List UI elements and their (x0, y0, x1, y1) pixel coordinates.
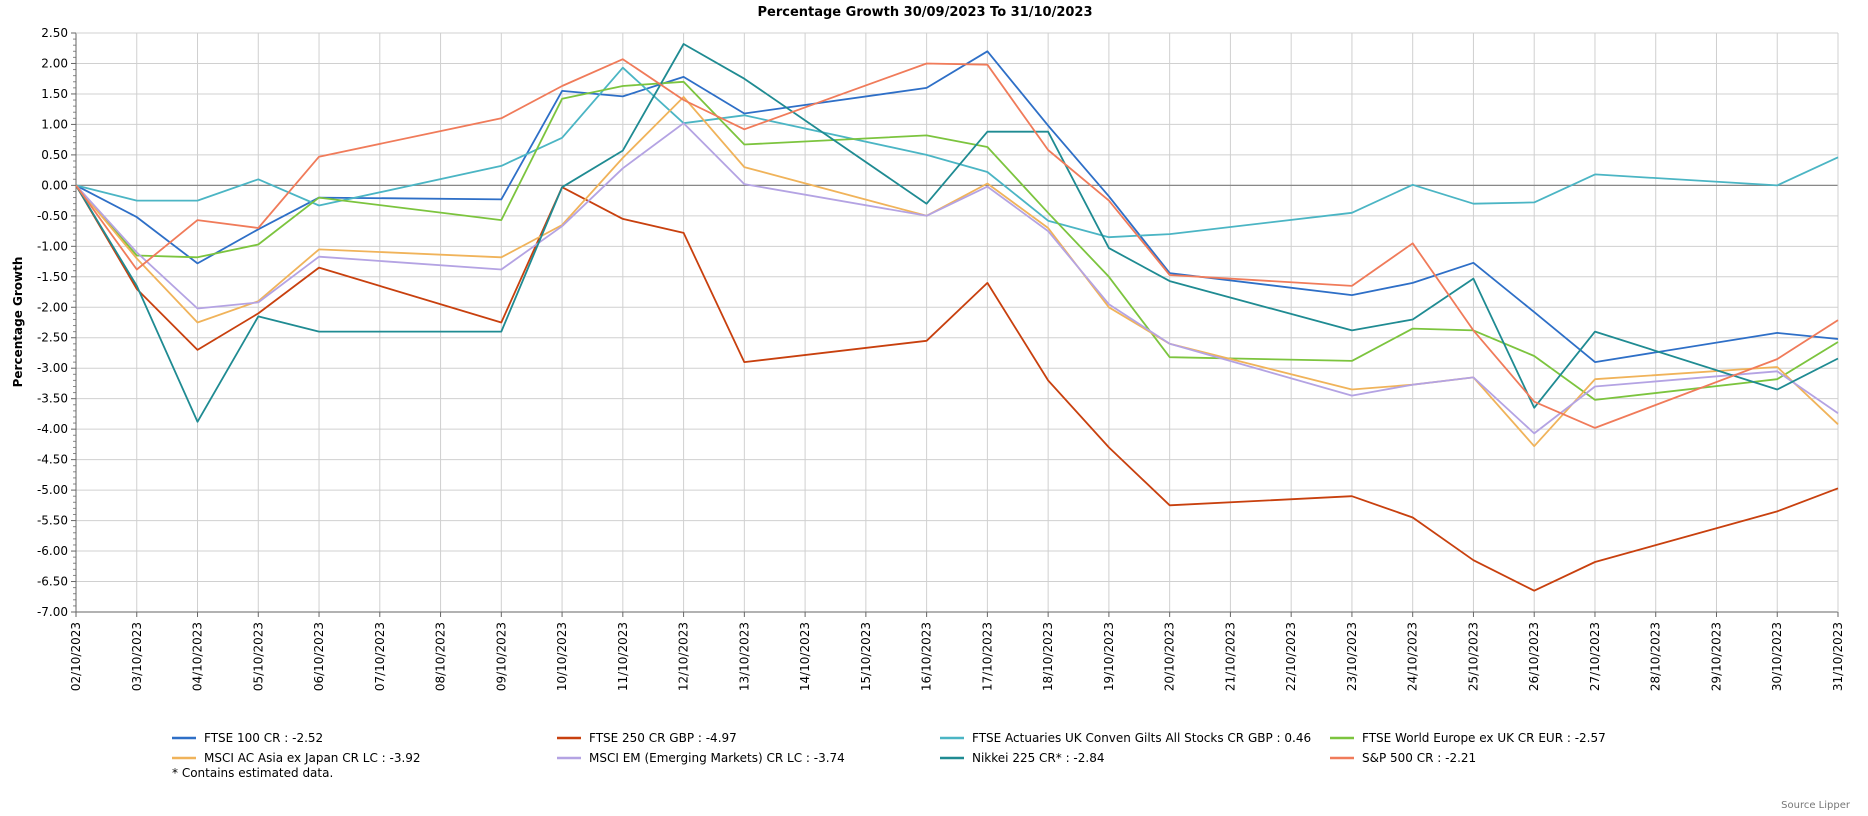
x-tick-label: 07/10/2023 (373, 622, 387, 691)
legend-label: S&P 500 CR : -2.21 (1362, 751, 1476, 765)
x-tick-label: 28/10/2023 (1649, 622, 1663, 691)
grid (75, 32, 1839, 613)
x-tick-label: 15/10/2023 (859, 622, 873, 691)
legend-label: FTSE World Europe ex UK CR EUR : -2.57 (1362, 731, 1606, 745)
x-tick-label: 05/10/2023 (251, 622, 265, 691)
x-tick-label: 18/10/2023 (1041, 622, 1055, 691)
legend-item-5: MSCI EM (Emerging Markets) CR LC : -3.74 (557, 751, 845, 765)
y-tick-label: -2.50 (37, 331, 68, 345)
x-tick-label: 21/10/2023 (1223, 622, 1237, 691)
y-tick-label: -2.00 (37, 300, 68, 314)
y-tick-label: -7.00 (37, 605, 68, 619)
x-tick-label: 11/10/2023 (616, 622, 630, 691)
x-tick-label: 31/10/2023 (1831, 622, 1845, 691)
x-tick-label: 17/10/2023 (980, 622, 994, 691)
y-tick-label: -1.50 (37, 270, 68, 284)
legend-item-7: S&P 500 CR : -2.21 (1330, 751, 1476, 765)
x-tick-label: 09/10/2023 (494, 622, 508, 691)
footnote: * Contains estimated data. (172, 766, 333, 780)
legend: FTSE 100 CR : -2.52 FTSE 250 CR GBP : -4.… (172, 731, 1606, 765)
x-tick-label: 26/10/2023 (1527, 622, 1541, 691)
legend-label: FTSE 100 CR : -2.52 (204, 731, 323, 745)
x-tick-label: 10/10/2023 (555, 622, 569, 691)
x-tick-labels: 02/10/2023 03/10/2023 04/10/2023 05/10/2023… (69, 622, 1845, 691)
legend-item-0: FTSE 100 CR : -2.52 (172, 731, 323, 745)
y-tick-label: 0.50 (41, 148, 68, 162)
x-tick-label: 19/10/2023 (1102, 622, 1116, 691)
series-line-7 (75, 58, 1839, 429)
series-line-3 (75, 80, 1839, 401)
x-tick-label: 25/10/2023 (1466, 622, 1480, 691)
y-tick-label: -6.50 (37, 575, 68, 589)
y-tick-label: -4.50 (37, 453, 68, 467)
source-note: Source Lipper (1781, 800, 1851, 811)
legend-label: MSCI EM (Emerging Markets) CR LC : -3.74 (589, 751, 845, 765)
x-tick-label: 29/10/2023 (1709, 622, 1723, 691)
x-tick-label: 08/10/2023 (434, 622, 448, 691)
y-tick-label: 0.00 (41, 178, 68, 192)
legend-label: MSCI AC Asia ex Japan CR LC : -3.92 (204, 751, 421, 765)
y-tick-label: -5.50 (37, 514, 68, 528)
series-lines (75, 43, 1839, 592)
y-axis-label: Percentage Growth (11, 257, 25, 388)
x-tick-label: 16/10/2023 (920, 622, 934, 691)
y-tick-label: -4.00 (37, 422, 68, 436)
series-line-0 (75, 50, 1839, 364)
x-tick-label: 03/10/2023 (130, 622, 144, 691)
y-tick-label: -0.50 (37, 209, 68, 223)
y-tick-label: 2.00 (41, 56, 68, 70)
series-line-1 (75, 184, 1839, 592)
x-tick-label: 06/10/2023 (312, 622, 326, 691)
y-tick-label: -3.00 (37, 361, 68, 375)
x-tick-label: 30/10/2023 (1770, 622, 1784, 691)
x-tick-label: 14/10/2023 (798, 622, 812, 691)
legend-item-2: FTSE Actuaries UK Conven Gilts All Stock… (940, 731, 1311, 745)
y-tick-label: -6.00 (37, 544, 68, 558)
x-tick-label: 22/10/2023 (1284, 622, 1298, 691)
x-tick-label: 13/10/2023 (737, 622, 751, 691)
legend-item-1: FTSE 250 CR GBP : -4.97 (557, 731, 737, 745)
legend-label: Nikkei 225 CR* : -2.84 (972, 751, 1104, 765)
x-tick-label: 02/10/2023 (69, 622, 83, 691)
x-tick-label: 27/10/2023 (1588, 622, 1602, 691)
chart-title: Percentage Growth 30/09/2023 To 31/10/20… (757, 5, 1092, 20)
y-tick-label: 1.50 (41, 87, 68, 101)
x-tick-label: 12/10/2023 (677, 622, 691, 691)
legend-label: FTSE 250 CR GBP : -4.97 (589, 731, 737, 745)
x-tick-label: 20/10/2023 (1163, 622, 1177, 691)
y-tick-label: -3.50 (37, 392, 68, 406)
series-line-5 (75, 122, 1839, 435)
y-tick-label: -5.00 (37, 483, 68, 497)
y-tick-label: -1.00 (37, 239, 68, 253)
x-tick-label: 04/10/2023 (191, 622, 205, 691)
legend-item-3: FTSE World Europe ex UK CR EUR : -2.57 (1330, 731, 1606, 745)
axes (71, 32, 1839, 617)
legend-item-6: Nikkei 225 CR* : -2.84 (940, 751, 1104, 765)
x-tick-label: 23/10/2023 (1345, 622, 1359, 691)
y-tick-label: 2.50 (41, 26, 68, 40)
series-line-6 (75, 43, 1839, 423)
legend-label: FTSE Actuaries UK Conven Gilts All Stock… (972, 731, 1311, 745)
x-tick-label: 24/10/2023 (1406, 622, 1420, 691)
legend-item-4: MSCI AC Asia ex Japan CR LC : -3.92 (172, 751, 421, 765)
series-line-4 (75, 96, 1839, 448)
y-tick-label: 1.00 (41, 117, 68, 131)
y-tick-labels: 2.50 2.00 1.50 1.00 0.50 0.00 -0.50 -1.00 -1.50 -… (37, 26, 68, 619)
